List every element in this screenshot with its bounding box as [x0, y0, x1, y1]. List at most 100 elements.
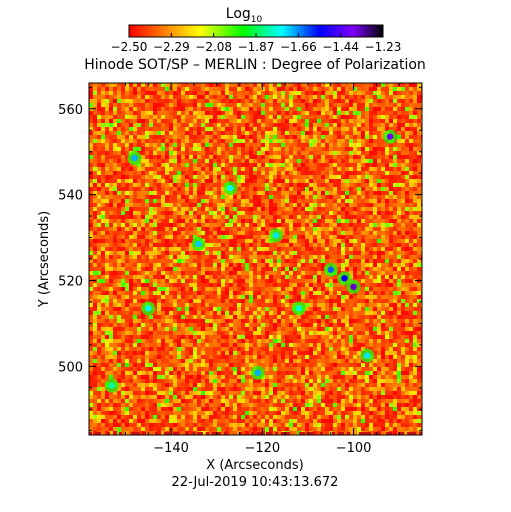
heatmap-cell [217, 295, 221, 299]
heatmap-cell [353, 295, 357, 299]
heatmap-cell [361, 171, 365, 175]
heatmap-cell [93, 207, 97, 211]
heatmap-cell [381, 123, 385, 127]
heatmap-cell [177, 155, 181, 159]
heatmap-cell [253, 95, 257, 99]
heatmap-cell [129, 87, 133, 91]
heatmap-cell [333, 95, 337, 99]
heatmap-cell [253, 299, 257, 303]
heatmap-cell [117, 255, 121, 259]
heatmap-cell [157, 287, 161, 291]
heatmap-cell [285, 91, 289, 95]
heatmap-cell [141, 235, 145, 239]
heatmap-cell [161, 139, 165, 143]
heatmap-cell [365, 219, 369, 223]
heatmap-cell [205, 119, 209, 123]
heatmap-cell [257, 155, 261, 159]
heatmap-cell [105, 87, 109, 91]
heatmap-cell [209, 143, 213, 147]
heatmap-cell [393, 311, 397, 315]
heatmap-cell [241, 179, 245, 183]
heatmap-cell [89, 259, 93, 263]
heatmap-cell [161, 243, 165, 247]
heatmap-cell [141, 167, 145, 171]
heatmap-cell [193, 207, 197, 211]
heatmap-cell [277, 163, 281, 167]
heatmap-cell [345, 243, 349, 247]
heatmap-cell [369, 279, 373, 283]
heatmap-cell [209, 179, 213, 183]
heatmap-cell [337, 175, 341, 179]
heatmap-cell [285, 191, 289, 195]
heatmap-cell [385, 151, 389, 155]
heatmap-cell [221, 267, 225, 271]
heatmap-cell [209, 151, 213, 155]
heatmap-cell [253, 151, 257, 155]
heatmap-cell [349, 239, 353, 243]
heatmap-cell [133, 119, 137, 123]
heatmap-cell [313, 107, 317, 111]
heatmap-cell [101, 255, 105, 259]
heatmap-cell [217, 191, 221, 195]
heatmap-cell [145, 103, 149, 107]
heatmap-cell [373, 239, 377, 243]
heatmap-cell [353, 151, 357, 155]
heatmap-cell [393, 291, 397, 295]
heatmap-cell [405, 231, 409, 235]
heatmap-cell [313, 83, 317, 87]
heatmap-cell [105, 275, 109, 279]
heatmap-cell [349, 263, 353, 267]
heatmap-cell [221, 211, 225, 215]
heatmap-cell [273, 251, 277, 255]
heatmap-cell [181, 91, 185, 95]
heatmap-cell [357, 159, 361, 163]
heatmap-cell [109, 239, 113, 243]
heatmap-cell [353, 115, 357, 119]
heatmap-cell [269, 255, 273, 259]
heatmap-cell [173, 191, 177, 195]
heatmap-cell [217, 115, 221, 119]
heatmap-cell [129, 247, 133, 251]
heatmap-cell [221, 111, 225, 115]
heatmap-cell [417, 83, 421, 87]
heatmap-cell [285, 159, 289, 163]
heatmap-cell [349, 107, 353, 111]
heatmap-cell [121, 195, 125, 199]
heatmap-cell [93, 151, 97, 155]
heatmap-cell [101, 167, 105, 171]
heatmap-cell [329, 243, 333, 247]
heatmap-cell [241, 315, 245, 319]
heatmap-cell [133, 279, 137, 283]
heatmap-cell [265, 247, 269, 251]
heatmap-cell [301, 263, 305, 267]
heatmap-cell [341, 167, 345, 171]
heatmap-cell [357, 307, 361, 311]
heatmap-cell [369, 207, 373, 211]
heatmap-cell [149, 99, 153, 103]
heatmap-cell [177, 87, 181, 91]
heatmap-cell [193, 103, 197, 107]
heatmap-cell [197, 171, 201, 175]
heatmap-cell [417, 183, 421, 187]
heatmap-cell [213, 231, 217, 235]
heatmap-cell [261, 215, 265, 219]
heatmap-cell [153, 87, 157, 91]
heatmap-cell [413, 111, 417, 115]
heatmap-cell [249, 271, 253, 275]
heatmap-cell [133, 111, 137, 115]
heatmap-cell [193, 315, 197, 319]
heatmap-cell [273, 311, 277, 315]
heatmap-cell [325, 219, 329, 223]
heatmap-cell [233, 87, 237, 91]
heatmap-cell [157, 107, 161, 111]
heatmap-cell [117, 151, 121, 155]
heatmap-cell [209, 119, 213, 123]
heatmap-cell [269, 267, 273, 271]
heatmap-cell [321, 87, 325, 91]
heatmap-cell [405, 111, 409, 115]
heatmap-cell [269, 199, 273, 203]
heatmap-cell [393, 251, 397, 255]
heatmap-cell [389, 211, 393, 215]
heatmap-cell [409, 167, 413, 171]
heatmap-cell [93, 311, 97, 315]
